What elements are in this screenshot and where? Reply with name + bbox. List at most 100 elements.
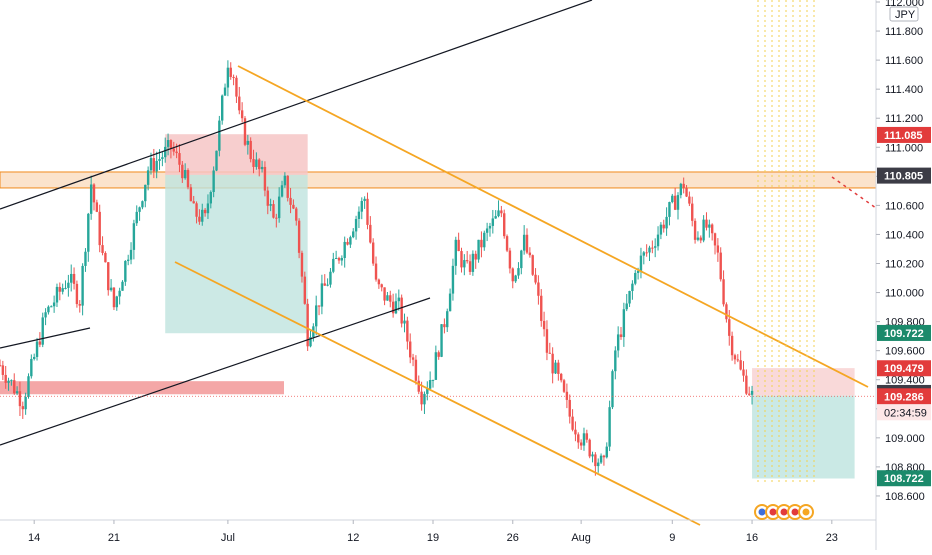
candle-body: [625, 303, 628, 310]
candle-body: [35, 341, 39, 357]
lower-black-trendline: [0, 297, 431, 446]
candle-body: [514, 275, 517, 282]
candle-body: [235, 77, 238, 97]
candle-body: [722, 279, 725, 305]
candle-body: [146, 170, 150, 185]
candle-body: [220, 95, 224, 121]
candle-body: [149, 158, 153, 171]
candle-body: [275, 217, 278, 219]
candle-body: [323, 283, 326, 286]
candle-body: [61, 288, 64, 292]
zones-layer: [0, 134, 877, 479]
candle-body: [175, 151, 178, 154]
candle-body: [465, 260, 469, 262]
candle-body: [329, 271, 332, 285]
candle-body: [246, 140, 250, 145]
candle-body: [124, 260, 127, 282]
candle-body: [651, 247, 654, 249]
candle-body: [463, 260, 466, 268]
candle-body: [300, 252, 304, 277]
candle-body: [223, 87, 227, 96]
candle-body: [736, 359, 740, 361]
candle-body: [352, 231, 355, 238]
candle-body: [440, 324, 443, 357]
candle-body: [343, 241, 346, 258]
candle-body: [702, 219, 705, 241]
candle-body: [411, 357, 415, 360]
price-tick-label: 111.200: [885, 113, 923, 125]
candle-body: [152, 158, 156, 172]
candle-body: [129, 249, 133, 260]
candle-body: [320, 283, 324, 307]
candle-body: [597, 462, 600, 467]
candle-body: [730, 335, 734, 356]
candle-body: [192, 201, 195, 204]
candle-body: [668, 202, 671, 217]
candle-body: [181, 164, 184, 179]
candle-body: [67, 282, 70, 288]
candle-body: [18, 391, 22, 407]
candle-body: [272, 204, 275, 218]
candle-body: [676, 195, 680, 210]
short-target-box: [165, 174, 308, 334]
candle-body: [622, 309, 626, 338]
price-tag: 111.085: [877, 126, 931, 143]
candle-body: [403, 320, 406, 324]
candle-body: [226, 67, 230, 88]
resistance-zone: [0, 171, 877, 189]
candle-body: [115, 296, 118, 308]
candle-body: [303, 276, 307, 304]
time-tick-label: 26: [507, 532, 519, 544]
candle-body: [414, 359, 418, 381]
candle-body: [391, 301, 395, 314]
candle-body: [645, 252, 648, 254]
candle-body: [4, 374, 7, 383]
candle-body: [201, 209, 204, 222]
candle-body: [84, 251, 87, 266]
candle-body: [283, 175, 287, 186]
price-tick-label: 111.000: [885, 142, 923, 154]
candle-body: [144, 184, 147, 202]
candle-body: [183, 169, 187, 179]
candle-body: [631, 283, 634, 292]
candle-body: [212, 170, 215, 193]
candle-body: [297, 220, 301, 253]
price-tick-label: 109.000: [885, 433, 925, 445]
candle-body: [628, 291, 631, 304]
price-tick-label: 110.600: [885, 200, 924, 212]
candle-body: [417, 380, 420, 392]
candle-body: [565, 391, 569, 400]
candle-body: [138, 207, 141, 212]
candle-body: [317, 305, 321, 307]
candle-body: [258, 159, 261, 170]
price-tick-label: 111.600: [885, 55, 923, 67]
candle-body: [497, 210, 500, 217]
candle-body: [602, 455, 606, 458]
candle-body: [531, 255, 534, 275]
candle-body: [107, 262, 110, 291]
candle-body: [503, 213, 506, 237]
candle-body: [81, 265, 84, 306]
time-tick-label: 21: [108, 532, 120, 544]
candle-body: [41, 317, 44, 345]
candle-body: [557, 362, 560, 374]
candle-body: [55, 286, 59, 303]
candle-body: [87, 213, 90, 252]
event-flag-dot: [791, 508, 799, 516]
price-tag: 109.722: [877, 324, 931, 341]
candle-body: [164, 146, 167, 158]
candle-body: [750, 390, 754, 395]
price-tag: 109.286: [877, 388, 931, 405]
candle-body: [238, 96, 241, 111]
candle-body: [178, 153, 181, 165]
candle-body: [10, 380, 13, 382]
candle-body: [44, 312, 47, 318]
candle-body: [332, 258, 335, 272]
price-tags-layer: 111.085110.805109.722109.479109.309109.2…: [877, 126, 931, 487]
candle-body: [691, 203, 694, 221]
candle-body: [491, 218, 495, 226]
candle-body: [249, 140, 252, 160]
candle-body: [269, 204, 272, 206]
